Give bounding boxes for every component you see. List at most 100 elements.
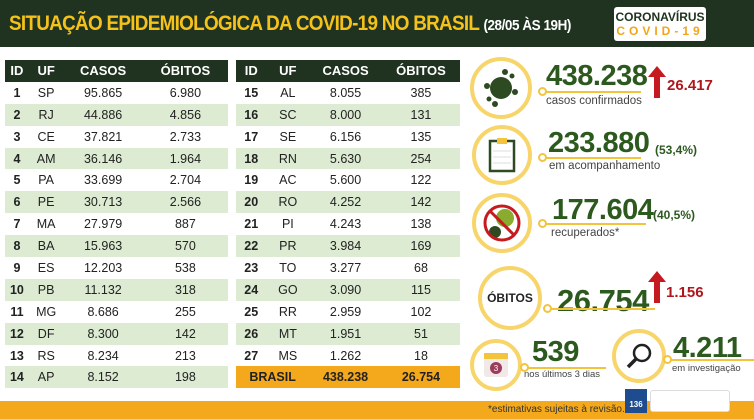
table-cell: MS (278, 348, 298, 363)
table-cell: 8.152 (63, 366, 143, 389)
table-header: ID UF CASOS ÓBITOS (236, 60, 460, 82)
table-cell: 8 (5, 235, 29, 258)
table-cell: 3.984 (309, 235, 382, 258)
title-text: SITUAÇÃO EPIDEMIOLÓGICA DA COVID-19 NO B… (9, 12, 480, 35)
table-cell: PI (281, 217, 294, 232)
table-cell: 7 (13, 217, 21, 232)
deaths-increase: 1.156 (666, 284, 704, 301)
table-cell: 44.886 (63, 103, 143, 126)
table-cell: 36.146 (63, 147, 143, 170)
table-cell: 1.964 (142, 147, 228, 170)
disque-saude-logo: 136 (625, 389, 647, 413)
column-header: UF (266, 60, 310, 82)
table-row: 11 MG 8.686 255 (5, 301, 228, 323)
table-cell: PR (266, 235, 310, 258)
column-header: ID (236, 60, 267, 82)
table-row: 5 PA 33.699 2.704 (5, 169, 228, 191)
recovered-pct: (40,5%) (653, 208, 696, 222)
underline (528, 367, 606, 369)
table-row: 20 RO 4.252 142 (236, 191, 460, 214)
table-cell: 2.733 (169, 129, 202, 144)
table-cell: AM (28, 147, 64, 170)
table-cell: 37.821 (83, 129, 123, 144)
table-cell: 27.979 (83, 217, 123, 232)
table-row: 24 GO 3.090 115 (236, 278, 460, 301)
table-row: 12 DF 8.300 142 (5, 322, 228, 345)
government-logo (650, 390, 730, 412)
footnote: *estimativas sujeitas à revisão. (488, 404, 625, 415)
table-cell: 4.243 (329, 217, 362, 232)
table-row: 19 AC 5.600 122 (236, 169, 460, 191)
table-header: ID UF CASOS ÓBITOS (5, 60, 228, 82)
no-virus-icon (472, 193, 532, 253)
recent-label: nos últimos 3 dias (524, 369, 601, 380)
table-cell: 1 (13, 85, 21, 100)
table-cell: SE (279, 129, 297, 144)
table-cell: 142 (381, 191, 460, 214)
table-cell: 3 (13, 129, 21, 144)
table-row: 6 PE 30.713 2.566 (5, 191, 228, 214)
table-cell: TO (279, 260, 297, 275)
header-bar: SITUAÇÃO EPIDEMIOLÓGICA DA COVID-19 NO B… (0, 0, 754, 47)
table-cell: 51 (381, 322, 460, 345)
confirmed-increase: 26.417 (667, 77, 713, 94)
investigation-label: em investigação (672, 363, 741, 374)
table-cell: 17 (244, 129, 259, 144)
table-cell: 30.713 (63, 191, 143, 214)
investigation-value: 4.211 (673, 332, 742, 364)
table-cell: 8.000 (309, 103, 382, 126)
table-cell: 198 (142, 366, 228, 389)
magnifier-icon (612, 329, 666, 383)
monitoring-value: 233.880 (548, 127, 650, 159)
table-row: 16 SC 8.000 131 (236, 103, 460, 126)
underline (671, 359, 754, 361)
table-cell: 11.132 (63, 278, 143, 301)
table-cell: 33.699 (83, 173, 123, 188)
table-row: 4 AM 36.146 1.964 (5, 147, 228, 170)
table-cell: MA (36, 217, 56, 232)
table-cell: 8.686 (87, 304, 119, 319)
logo-line1: CORONAVÍRUS (615, 10, 705, 24)
table-cell: 18 (236, 147, 267, 170)
table-row: 15 AL 8.055 385 (236, 82, 460, 104)
total-deaths: 26.754 (381, 366, 460, 389)
table-row: 27 MS 1.262 18 (236, 345, 460, 367)
table-cell: 8.055 (329, 85, 362, 100)
table-cell: 2.704 (169, 173, 202, 188)
table-cell: RO (266, 191, 310, 214)
table-cell: 255 (174, 304, 196, 319)
table-row: 10 PB 11.132 318 (5, 278, 228, 301)
table-cell: 15 (244, 85, 259, 100)
table-cell: 254 (381, 147, 460, 170)
table-cell: RR (278, 304, 297, 319)
table-cell: 131 (381, 103, 460, 126)
table-cell: 1.951 (309, 322, 382, 345)
column-header: UF (28, 60, 64, 82)
table-cell: 135 (410, 129, 432, 144)
up-arrow-icon (648, 66, 666, 77)
table-cell: BA (28, 235, 64, 258)
table-row: 22 PR 3.984 169 (236, 235, 460, 258)
table-cell: 95.865 (83, 85, 123, 100)
table-row: 13 RS 8.234 213 (5, 345, 228, 367)
table-cell: MG (36, 304, 57, 319)
table-cell: 3.277 (329, 260, 362, 275)
table-cell: 570 (142, 235, 228, 258)
table-cell: DF (28, 322, 64, 345)
table-cell: 23 (244, 260, 259, 275)
table-cell: 14 (5, 366, 29, 389)
virus-icon (470, 57, 532, 119)
column-header: ÓBITOS (142, 60, 228, 82)
deaths-value: 26.754 (557, 283, 649, 318)
table-cell: PB (28, 278, 64, 301)
table-cell: 27 (244, 348, 259, 363)
page-title: SITUAÇÃO EPIDEMIOLÓGICA DA COVID-19 NO B… (9, 12, 571, 36)
recovered-value: 177.604 (552, 194, 654, 226)
clipboard-icon (472, 125, 532, 185)
column-header: CASOS (309, 60, 382, 82)
table-cell: RN (266, 147, 310, 170)
table-cell: MT (266, 322, 310, 345)
table-cell: 13 (9, 348, 24, 363)
table-cell: PE (28, 191, 64, 214)
underline (546, 157, 641, 159)
